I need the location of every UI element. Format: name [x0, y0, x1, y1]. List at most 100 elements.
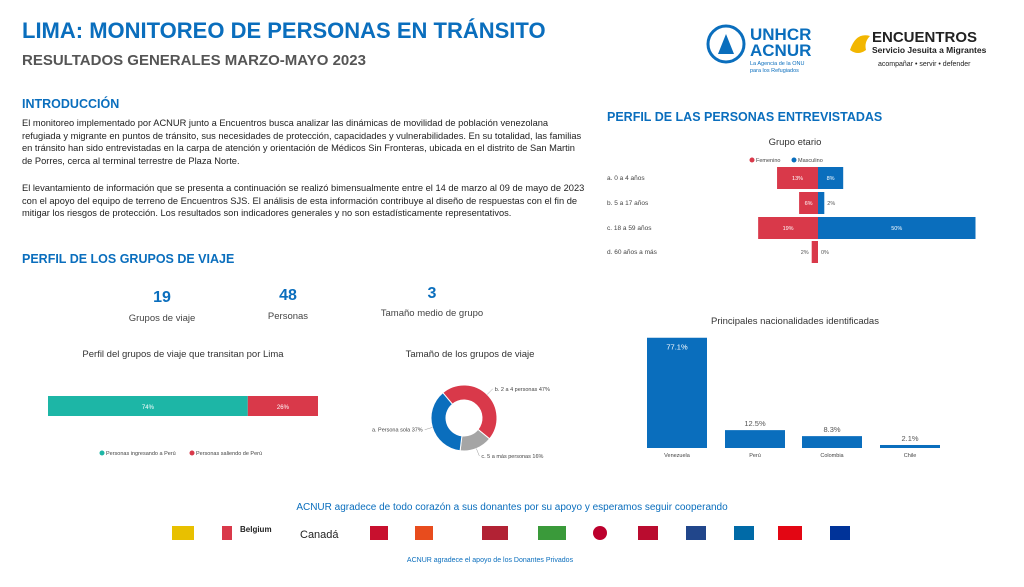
data-label: 2.1% [901, 434, 918, 443]
footer-private: ACNUR agradece el apoyo de los Donantes … [406, 557, 574, 564]
flag [370, 526, 388, 540]
data-label: 26% [277, 405, 290, 411]
donor-name: Belgium [240, 525, 272, 534]
legend-label: Masculino [798, 158, 823, 164]
flag [686, 526, 706, 540]
unhcr-emblem [706, 24, 746, 64]
section-heading: INTRODUCCIÓN [22, 97, 120, 111]
data-label: 8% [827, 176, 835, 182]
stacked-bar-chart: Perfil del grupos de viaje que transitan… [48, 349, 318, 457]
bar-chart: Principales nacionalidades identificadas… [647, 316, 940, 459]
category-label: c. 18 a 59 años [607, 225, 652, 232]
slice-value: 37% [412, 428, 423, 434]
flag [778, 526, 802, 540]
stat-label: Personas [267, 311, 309, 322]
flag [830, 526, 850, 540]
section-heading: PERFIL DE LOS GRUPOS DE VIAJE [22, 252, 235, 266]
logo-text: para los Refugiados [750, 68, 799, 74]
flag [222, 526, 232, 540]
chart-title: Principales nacionalidades identificadas [711, 316, 879, 327]
chart-title: Perfil del grupos de viaje que transitan… [82, 349, 284, 360]
donor-logos: Belgium Canadá [172, 525, 850, 541]
bar [777, 167, 818, 189]
logos: UNHCR ACNUR La Agencia de la ONU para lo… [706, 24, 987, 74]
paragraph: El monitoreo implementado por ACNUR junt… [22, 118, 582, 166]
slice-value: 47% [539, 387, 550, 393]
donor-name: Canadá [300, 529, 339, 541]
category-label: Perú [749, 453, 761, 459]
data-label: 2% [827, 201, 835, 207]
data-label: 13% [792, 176, 803, 182]
bar [725, 430, 785, 448]
category-label: b. 5 a 17 años [607, 200, 649, 207]
data-label: 74% [142, 405, 155, 411]
flag [593, 526, 607, 540]
slice-value: 16% [532, 454, 543, 460]
bar-segment [48, 396, 248, 416]
slice-category: a. Persona sola [372, 428, 411, 434]
logo-text: ACNUR [750, 41, 811, 60]
bar [799, 192, 818, 214]
chart-title: Grupo etario [769, 137, 822, 148]
unhcr-emblem-figure [718, 34, 734, 54]
bar [818, 217, 976, 239]
logo-text: ENCUENTROS [872, 29, 977, 46]
stat-label: Grupos de viaje [128, 313, 196, 324]
legend-swatch [791, 157, 797, 163]
bar [802, 436, 862, 448]
flag [482, 526, 508, 540]
flag [415, 526, 433, 540]
bar [818, 192, 825, 214]
slice-label: a. Persona sola 37% [372, 428, 423, 434]
leader-line [476, 448, 480, 457]
logo-text: La Agencia de la ONU [750, 61, 804, 67]
paragraph: El levantamiento de información que se p… [22, 183, 585, 219]
category-label: d. 60 años a más [607, 249, 658, 256]
pyramid-chart: Grupo etario Femenino 13% 6% 19% 2% Masculino 8… [607, 137, 976, 263]
bar [880, 444, 940, 448]
data-label: 0% [821, 250, 829, 256]
subtitle: RESULTADOS GENERALES MARZO-MAYO 2023 [22, 52, 366, 69]
leader-line [424, 427, 433, 430]
flag [172, 526, 194, 540]
logo-text: Servicio Jesuita a Migrantes [872, 45, 987, 55]
stat-value: 3 [427, 285, 437, 302]
logo-text: UNHCR [750, 25, 811, 44]
legend-label: Femenino [756, 158, 780, 164]
logo [538, 526, 566, 540]
stat-value: 48 [279, 287, 297, 304]
data-label: 19% [783, 226, 794, 232]
data-label: 2% [801, 250, 809, 256]
slice-category: b. 2 a 4 personas [495, 387, 538, 393]
donut-slice [430, 392, 463, 452]
chart-title: Tamaño de los grupos de viaje [406, 349, 535, 360]
legend-swatch [189, 450, 195, 456]
bar [758, 217, 818, 239]
bar [811, 241, 818, 263]
legend-label: Personas saliendo de Perú [196, 451, 262, 457]
leader-line [486, 388, 493, 395]
slice-label: c. 5 a más personas 16% [481, 454, 543, 460]
legend-label: Personas ingresando a Perú [106, 451, 176, 457]
donut-slice [442, 384, 498, 440]
legend-swatch [749, 157, 755, 163]
category-label: Venezuela [664, 453, 691, 459]
footer-thanks: ACNUR agradece de todo corazón a sus don… [296, 502, 728, 513]
flag [638, 526, 658, 540]
data-label: 12.5% [744, 419, 766, 428]
category-label: Chile [904, 453, 917, 459]
bar [818, 167, 844, 189]
slice-label: b. 2 a 4 personas 47% [495, 387, 550, 393]
bar-segment [247, 396, 318, 416]
legend-swatch [99, 450, 105, 456]
slice-category: c. 5 a más personas [481, 454, 531, 460]
flag [734, 526, 754, 540]
donut-chart: Tamaño de los grupos de viaje b. 2 a 4 pe… [372, 349, 550, 460]
title: LIMA: MONITOREO DE PERSONAS EN TRÁNSITO [22, 18, 546, 43]
stat-label: Tamaño medio de grupo [380, 308, 484, 319]
category-label: Colombia [820, 453, 844, 459]
category-label: a. 0 a 4 años [607, 175, 645, 182]
stat-value: 19 [153, 289, 171, 306]
